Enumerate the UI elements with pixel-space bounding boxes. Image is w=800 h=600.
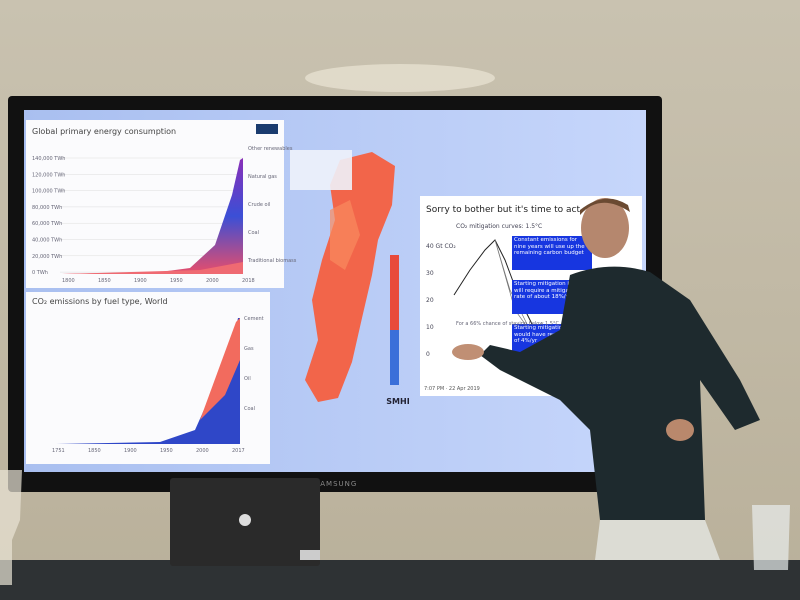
laptop-logo <box>239 514 251 526</box>
device <box>300 550 320 560</box>
tweet-timestamp: 7:07 PM · 22 Apr 2019 <box>424 386 480 392</box>
y-label: 40 Gt CO₂ <box>426 243 456 250</box>
presenter <box>452 198 760 560</box>
map-scale-cold <box>390 330 399 385</box>
sweden-map <box>305 152 395 402</box>
callout-text: Constant emissions for nine years will u… <box>514 237 585 257</box>
x-label: 2000 <box>196 448 209 454</box>
light-spot <box>305 64 495 92</box>
glass-left <box>0 470 22 585</box>
glass-right <box>752 505 790 570</box>
tweet-subtitle: CO₂ mitigation curves: 1.5°C <box>456 223 542 230</box>
emissions-area-oil <box>200 318 240 420</box>
shirt <box>480 266 760 520</box>
x-label: 1800 <box>62 278 75 284</box>
callout-box <box>512 236 592 270</box>
y-label: 120,000 TWh <box>32 172 65 178</box>
tweet-y-axis: 40 Gt CO₂ 30 20 10 0 <box>426 243 456 358</box>
tv-brand: SAMSUNG <box>315 480 358 488</box>
y-label: 0 <box>426 351 430 358</box>
legend-entry: Crude oil <box>248 202 270 208</box>
callout: Starting mitigation in 2000 would have r… <box>514 325 589 345</box>
callout-text: Starting mitigation in 2019 will require… <box>514 281 589 301</box>
legend-entry: Traditional biomass <box>247 258 297 264</box>
y-label: 30 <box>426 270 434 277</box>
legend-entry: Oil <box>244 376 251 382</box>
y-label: 140,000 TWh <box>32 156 65 162</box>
legend-entry: Other renewables <box>248 146 293 152</box>
legend-entry: Natural gas <box>248 174 277 180</box>
tweet-note: For a 66% chance of staying below 1.5°C,… <box>456 321 617 327</box>
energy-x-axis: 1800 1850 1900 1950 2000 2018 <box>62 278 255 284</box>
hand-right <box>666 419 694 441</box>
y-label: 60,000 TWh <box>32 221 62 227</box>
energy-area <box>62 158 243 274</box>
y-label: 80,000 TWh <box>32 205 62 211</box>
callout: Starting mitigation in 2019 will require… <box>514 281 589 301</box>
table <box>0 560 800 600</box>
legend-entry: Coal <box>248 230 259 236</box>
x-label: 1950 <box>170 278 183 284</box>
energy-chart-panel <box>26 120 284 288</box>
x-label: 1950 <box>160 448 173 454</box>
x-label: 2018 <box>242 278 255 284</box>
legend-entry: Coal <box>244 406 255 412</box>
emissions-legend: Cement Gas Oil Coal <box>244 316 264 412</box>
y-label: 20 <box>426 297 434 304</box>
map-logo: SMHI <box>386 397 409 406</box>
emissions-area <box>56 318 240 444</box>
x-label: 1850 <box>88 448 101 454</box>
head <box>581 198 629 258</box>
owid-logo <box>256 124 278 134</box>
y-label: 10 <box>426 324 434 331</box>
x-label: 1900 <box>134 278 147 284</box>
energy-legend: Other renewables Natural gas Crude oil Coal… <box>247 146 297 264</box>
x-label: 1850 <box>98 278 111 284</box>
y-label: 0 TWh <box>32 270 48 276</box>
callout-text: Starting mitigation in 2000 would have r… <box>514 325 589 345</box>
hair <box>580 198 630 215</box>
emissions-x-axis: 1751 1850 1900 1950 2000 2017 <box>52 448 245 454</box>
map-caption <box>290 150 352 190</box>
x-label: 1900 <box>124 448 137 454</box>
map-shade <box>330 200 360 270</box>
legend-entry: Gas <box>244 346 254 352</box>
hand <box>452 344 484 360</box>
x-label: 1751 <box>52 448 65 454</box>
callout: Constant emissions for nine years will u… <box>514 237 585 257</box>
x-label: 2017 <box>232 448 245 454</box>
trousers <box>595 520 720 560</box>
energy-area-biomass <box>62 262 243 274</box>
emissions-chart-title: CO₂ emissions by fuel type, World <box>32 297 168 306</box>
map-scale <box>390 255 399 385</box>
y-label: 20,000 TWh <box>32 254 62 260</box>
energy-chart-title: Global primary energy consumption <box>32 127 176 136</box>
y-label: 100,000 TWh <box>32 189 65 195</box>
legend-entry: Cement <box>244 316 264 322</box>
tweet-title: Sorry to bother but it's time to act. <box>426 205 583 215</box>
y-label: 40,000 TWh <box>32 238 62 244</box>
x-label: 2000 <box>206 278 219 284</box>
